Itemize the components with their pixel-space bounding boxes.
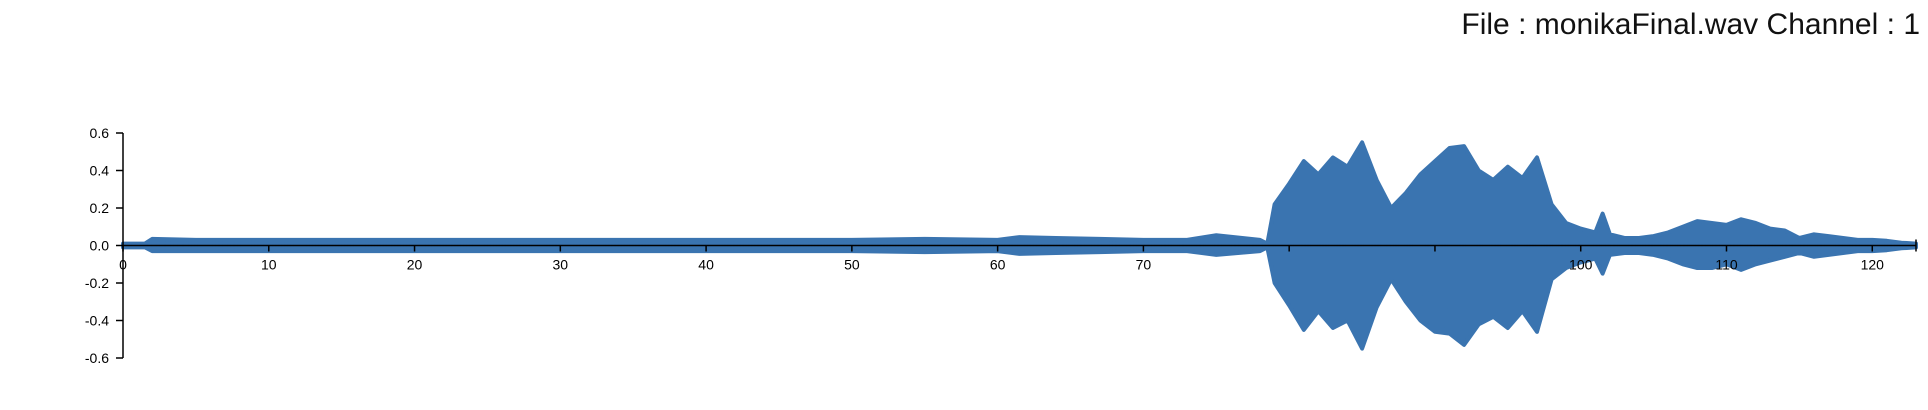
x-tick-label: 70: [1136, 257, 1152, 273]
x-tick-label: 60: [990, 257, 1006, 273]
x-tick-label: 100: [1569, 257, 1593, 273]
x-tick-label: 0: [119, 257, 127, 273]
y-tick-label: -0.4: [85, 313, 109, 329]
x-tick-label: 30: [553, 257, 569, 273]
y-tick-label: -0.2: [85, 275, 109, 291]
plot-area: 0.6 0.4 0.2 0.0 -0.2 -0.4 -0.6 0 10 20 30 40 50 60 70 1…: [85, 125, 1918, 366]
x-tick-label: 120: [1861, 257, 1885, 273]
x-tick-label: 40: [698, 257, 714, 273]
y-tick-label: 0.4: [90, 163, 110, 179]
file-name: monikaFinal.wav: [1534, 8, 1759, 41]
x-tick-label: 20: [407, 257, 423, 273]
y-tick-label: 0.6: [90, 125, 110, 141]
channel-number: 1: [1903, 8, 1920, 41]
y-tick-label: 0.2: [90, 200, 110, 216]
x-tick-label: 110: [1715, 257, 1738, 273]
x-tick-label: 50: [844, 257, 860, 273]
x-tick-label: 10: [261, 257, 277, 273]
y-tick-label: -0.6: [85, 350, 109, 366]
file-label: File :: [1461, 8, 1527, 41]
chart-title: File : monikaFinal.wav Channel : 1: [1461, 8, 1920, 42]
y-tick-label: 0.0: [90, 238, 110, 254]
channel-label: Channel :: [1766, 8, 1895, 41]
